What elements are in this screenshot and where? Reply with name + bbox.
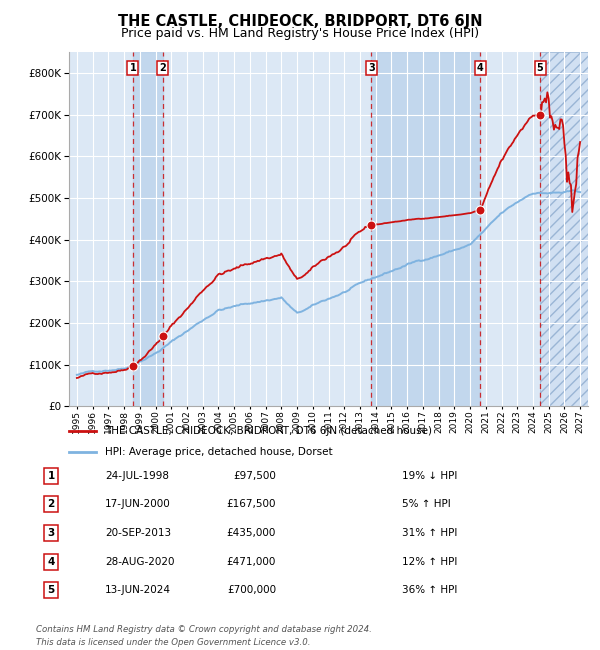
Text: 4: 4	[477, 63, 484, 73]
Text: 2: 2	[47, 499, 55, 510]
Text: £167,500: £167,500	[227, 499, 276, 510]
Text: 3: 3	[47, 528, 55, 538]
Text: £700,000: £700,000	[227, 585, 276, 595]
Text: 1: 1	[130, 63, 136, 73]
Text: 5: 5	[536, 63, 544, 73]
Text: 12% ↑ HPI: 12% ↑ HPI	[402, 556, 457, 567]
Text: 36% ↑ HPI: 36% ↑ HPI	[402, 585, 457, 595]
Text: THE CASTLE, CHIDEOCK, BRIDPORT, DT6 6JN: THE CASTLE, CHIDEOCK, BRIDPORT, DT6 6JN	[118, 14, 482, 29]
Text: 5% ↑ HPI: 5% ↑ HPI	[402, 499, 451, 510]
Text: 4: 4	[47, 556, 55, 567]
Text: 3: 3	[368, 63, 374, 73]
Text: Price paid vs. HM Land Registry's House Price Index (HPI): Price paid vs. HM Land Registry's House …	[121, 27, 479, 40]
Text: 20-SEP-2013: 20-SEP-2013	[105, 528, 171, 538]
Text: 28-AUG-2020: 28-AUG-2020	[105, 556, 175, 567]
Text: £435,000: £435,000	[227, 528, 276, 538]
Bar	[371, 52, 481, 406]
Bar	[133, 52, 163, 406]
Bar	[540, 52, 588, 406]
Bar	[540, 52, 588, 406]
Text: 24-JUL-1998: 24-JUL-1998	[105, 471, 169, 481]
Text: £471,000: £471,000	[227, 556, 276, 567]
Text: 5: 5	[47, 585, 55, 595]
Text: 13-JUN-2024: 13-JUN-2024	[105, 585, 171, 595]
Text: 1: 1	[47, 471, 55, 481]
Text: 19% ↓ HPI: 19% ↓ HPI	[402, 471, 457, 481]
Text: 2: 2	[160, 63, 166, 73]
Text: THE CASTLE, CHIDEOCK, BRIDPORT, DT6 6JN (detached house): THE CASTLE, CHIDEOCK, BRIDPORT, DT6 6JN …	[105, 426, 432, 436]
Text: £97,500: £97,500	[233, 471, 276, 481]
Text: HPI: Average price, detached house, Dorset: HPI: Average price, detached house, Dors…	[105, 447, 332, 457]
Text: 17-JUN-2000: 17-JUN-2000	[105, 499, 171, 510]
Text: 31% ↑ HPI: 31% ↑ HPI	[402, 528, 457, 538]
Text: Contains HM Land Registry data © Crown copyright and database right 2024.
This d: Contains HM Land Registry data © Crown c…	[36, 625, 372, 647]
